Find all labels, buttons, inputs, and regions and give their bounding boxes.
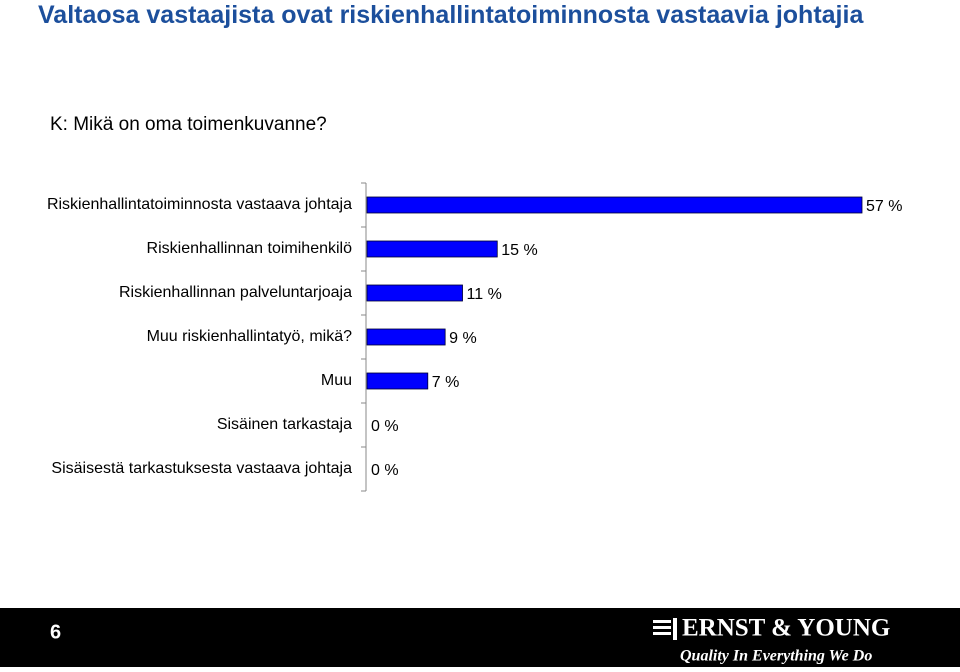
chart: Riskienhallintatoiminnosta vastaava joht… [47,182,902,492]
value-label: 9 % [449,330,477,347]
bar [366,196,863,214]
category-label: Riskienhallintatoiminnosta vastaava joht… [47,196,352,213]
title-box: Valtaosa vastaajista ovat riskienhallint… [38,1,864,29]
value-label: 57 % [866,198,902,215]
value-label: 11 % [467,286,502,303]
logo-mark [653,618,677,640]
logo-text: ERNST & YOUNG [682,615,890,642]
slide-title: Valtaosa vastaajista ovat riskienhallint… [38,1,864,29]
category-label: Muu riskienhallintatyö, mikä? [147,328,353,345]
value-label: 0 % [371,418,399,435]
tagline: Quality In Everything We Do [680,648,872,665]
bar [366,240,498,258]
footer-bar [0,608,960,667]
page-number: 6 [50,621,61,643]
bar [366,372,429,390]
category-label: Riskienhallinnan toimihenkilö [147,240,353,257]
category-label: Riskienhallinnan palveluntarjoaja [119,284,352,301]
bar [366,328,446,346]
value-label: 15 % [501,242,537,259]
value-label: 0 % [371,462,399,479]
category-label: Sisäisestä tarkastuksesta vastaava johta… [51,460,352,477]
category-label: Muu [321,372,352,389]
value-label: 7 % [432,374,460,391]
question: K: Mikä on oma toimenkuvanne? [50,114,327,135]
bar [366,284,463,302]
category-label: Sisäinen tarkastaja [217,416,352,433]
